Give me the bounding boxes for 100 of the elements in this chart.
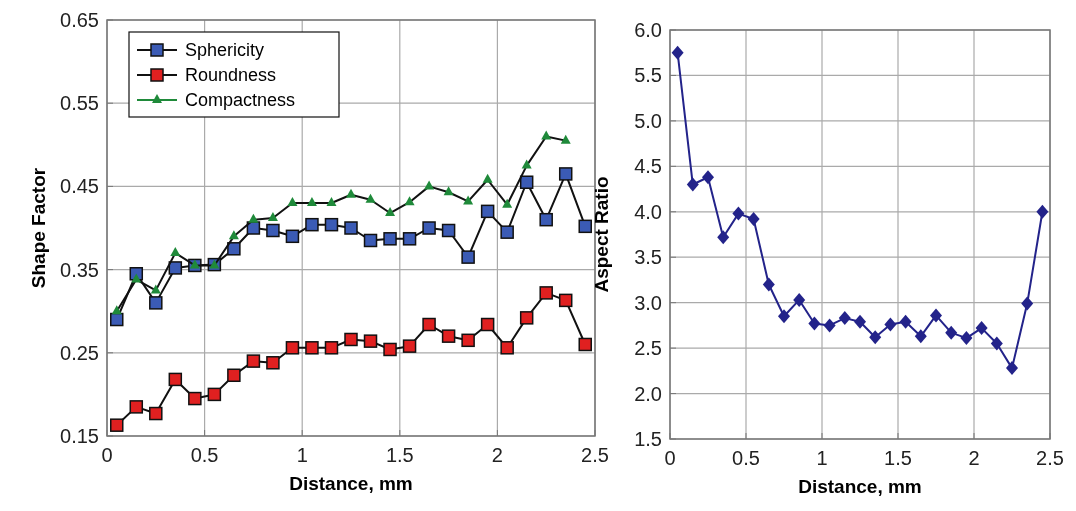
point [482, 173, 493, 183]
point [383, 342, 397, 357]
point [129, 400, 144, 414]
point [227, 242, 241, 256]
point [248, 213, 259, 223]
point [363, 334, 378, 348]
y-tick-label: 0.35 [60, 258, 99, 281]
x-tick-label: 2 [491, 444, 503, 466]
y-tick-label: 0.45 [60, 175, 99, 198]
point [778, 309, 790, 324]
point [539, 212, 553, 227]
point [110, 312, 124, 327]
point [267, 212, 278, 222]
y-tick-label: 6.0 [634, 19, 662, 41]
point [363, 233, 378, 248]
y-tick-label: 2.0 [634, 382, 662, 405]
x-tick-label: 1.5 [385, 444, 414, 466]
point [899, 314, 912, 329]
point [170, 246, 181, 256]
y-tick-label: 1.5 [634, 428, 662, 450]
point [539, 286, 553, 300]
y-tick-label: 5.0 [634, 109, 662, 132]
x-tick-label: 0.5 [732, 447, 760, 469]
point [266, 356, 280, 370]
y-tick-label: 4.5 [634, 155, 662, 178]
x-tick-label: 2.5 [581, 444, 609, 466]
point [149, 406, 163, 421]
point [560, 134, 571, 144]
point [346, 188, 356, 198]
point [808, 316, 821, 331]
point [975, 321, 988, 336]
point [945, 325, 958, 340]
x-tick-label: 1 [296, 444, 308, 466]
point [1036, 204, 1049, 219]
point [541, 130, 552, 140]
point [461, 250, 475, 264]
point [521, 159, 532, 169]
x-tick-label: 1.5 [884, 447, 912, 469]
point [111, 305, 122, 315]
point [578, 337, 592, 352]
y-tick-label: 0.55 [60, 92, 99, 115]
point [762, 277, 775, 292]
point [823, 318, 836, 333]
point [914, 329, 927, 344]
y-tick-label: 3.0 [634, 291, 662, 314]
point [930, 308, 942, 323]
point [149, 296, 163, 310]
y-tick-label: 4.0 [634, 200, 662, 223]
x-tick-label: 0 [664, 447, 676, 469]
x-axis-title: Distance, mm [289, 473, 413, 494]
x-tick-label: 0.5 [190, 444, 219, 466]
point [385, 207, 396, 217]
point [168, 372, 183, 387]
point [519, 311, 534, 325]
point [578, 219, 592, 234]
point [285, 229, 300, 244]
x-tick-label: 2.5 [1036, 447, 1064, 469]
point [365, 193, 376, 203]
point [838, 311, 851, 326]
y-tick-label: 5.5 [634, 64, 662, 87]
point [228, 230, 239, 240]
point [463, 195, 474, 205]
point [441, 329, 456, 343]
point [344, 332, 358, 347]
point [150, 284, 161, 294]
point [424, 180, 435, 190]
point [285, 341, 300, 355]
point [519, 175, 534, 189]
point [287, 197, 298, 207]
point [266, 223, 280, 238]
x-tick-label: 0 [101, 444, 113, 466]
legend-label: Sphericity [185, 40, 265, 61]
point [443, 186, 454, 196]
y-tick-label: 2.5 [634, 337, 662, 360]
point [869, 330, 882, 345]
point [131, 273, 142, 283]
point [246, 354, 261, 368]
point [326, 197, 337, 207]
point [344, 221, 358, 235]
legend-label: Compactness [185, 90, 296, 111]
point [324, 341, 339, 355]
point [960, 331, 973, 346]
point [306, 197, 317, 207]
point [305, 341, 319, 355]
y-tick-label: 0.25 [60, 341, 99, 364]
y-axis-title: Shape Factor [28, 167, 49, 289]
point [990, 336, 1003, 351]
x-tick-label: 1 [816, 447, 828, 469]
point [404, 196, 415, 206]
point [702, 170, 714, 185]
point [732, 206, 745, 221]
x-axis-title: Distance, mm [798, 476, 922, 497]
point [671, 45, 684, 60]
point [480, 204, 495, 219]
point [1021, 296, 1034, 311]
point [884, 317, 897, 332]
point [500, 341, 514, 355]
point [189, 259, 200, 269]
point [747, 212, 760, 227]
point [227, 368, 241, 383]
